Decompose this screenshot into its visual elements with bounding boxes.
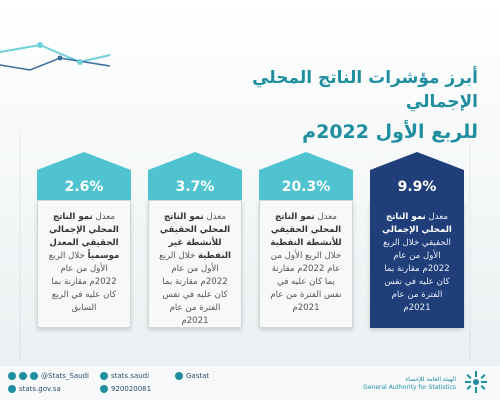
footer: @Stats_Saudi stats.saudi Gastat stats.go… — [0, 366, 500, 400]
instagram-link[interactable]: stats.saudi — [100, 372, 149, 380]
card-real-gdp: 9.9% معدل نمو الناتج المحلي الإجمالي الح… — [370, 152, 464, 328]
twitter-icon — [8, 372, 16, 380]
gastat-logo-icon — [465, 371, 487, 393]
value-arrow: 9.9% — [370, 152, 464, 200]
website-link[interactable]: stats.gov.sa — [8, 385, 61, 393]
card-description: معدل نمو الناتج المحلي الإجمالي الحقيقي … — [37, 200, 131, 328]
card-description: معدل نمو الناتج المحلي الإجمالي الحقيقي … — [370, 200, 464, 328]
instagram-icon — [100, 372, 108, 380]
value-arrow: 2.6% — [37, 152, 131, 200]
phone-link[interactable]: 920020081 — [100, 385, 151, 393]
card-description: معدل نمو الناتج المحلي الحقيقي للأنشطة ا… — [259, 200, 353, 328]
card-value: 20.3% — [281, 179, 331, 195]
youtube-icon — [19, 372, 27, 380]
snapchat-icon — [30, 372, 38, 380]
page-subtitle: للربع الأول 2022م — [302, 121, 478, 143]
card-description: معدل نمو الناتج المحلي الحقيقي للأنشطة غ… — [148, 200, 242, 328]
card-value: 3.7% — [175, 179, 215, 195]
card-seasonally-adjusted: 2.6% معدل نمو الناتج المحلي الإجمالي الح… — [37, 152, 131, 328]
globe-icon — [8, 385, 16, 393]
card-oil-activities: 20.3% معدل نمو الناتج المحلي الحقيقي للأ… — [259, 152, 353, 328]
phone-icon — [100, 385, 108, 393]
twitter-link[interactable]: @Stats_Saudi — [8, 372, 89, 380]
linkedin-icon — [175, 372, 183, 380]
value-arrow: 20.3% — [259, 152, 353, 200]
page-title: أبرز مؤشرات الناتج المحلي الإجمالي — [252, 68, 478, 112]
card-value: 2.6% — [64, 179, 104, 195]
value-arrow: 3.7% — [148, 152, 242, 200]
linkedin-link[interactable]: Gastat — [175, 372, 209, 380]
card-value: 9.9% — [397, 179, 437, 195]
org-logo-text: الهيئة العامة للإحصاء General Authority … — [363, 376, 456, 391]
title-block: أبرز مؤشرات الناتج المحلي الإجمالي للربع… — [178, 66, 478, 146]
card-non-oil-activities: 3.7% معدل نمو الناتج المحلي الحقيقي للأن… — [148, 152, 242, 328]
